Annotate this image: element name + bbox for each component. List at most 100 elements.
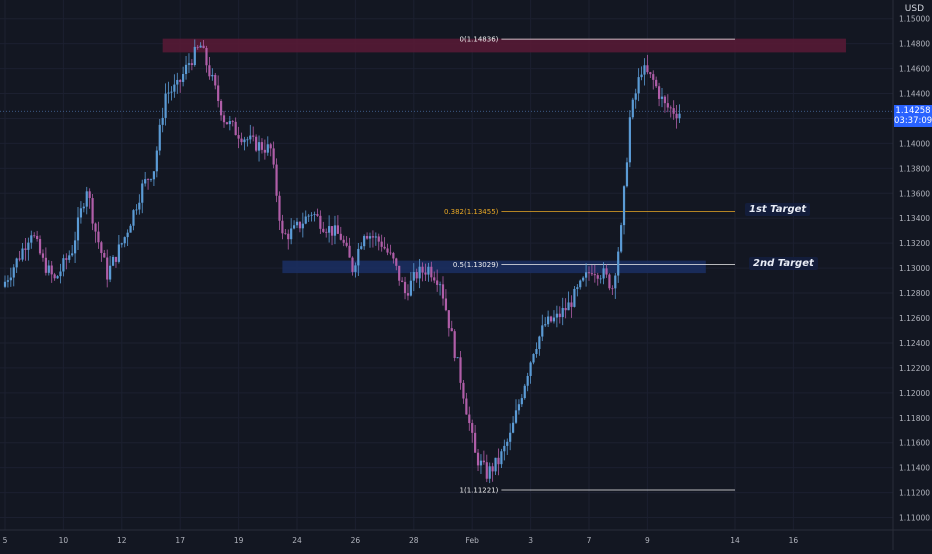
currency-label[interactable]: USD — [904, 4, 924, 14]
candle-body — [152, 171, 156, 180]
candles — [3, 39, 681, 484]
candle-body — [219, 101, 223, 116]
candle-body — [348, 245, 351, 258]
candle-body — [41, 253, 45, 258]
candle-body — [441, 284, 445, 299]
y-tick-label: 1.14000 — [899, 139, 930, 148]
candle-body — [447, 310, 450, 329]
candle-body — [21, 248, 24, 260]
candle-body — [576, 287, 579, 289]
candle-body — [237, 135, 240, 139]
current-price-value: 1.14258 — [895, 106, 931, 117]
candle-body — [409, 280, 412, 296]
candle-body — [342, 239, 345, 243]
candle-body — [541, 325, 544, 337]
candle-body — [79, 208, 83, 218]
first-target-label[interactable]: 1st Target — [745, 203, 811, 217]
candle-body — [12, 267, 15, 278]
candle-body — [59, 271, 62, 277]
x-tick-label: 24 — [292, 536, 302, 545]
fib-level-label: 0.5(1.13029) — [453, 261, 499, 269]
candle-body — [205, 47, 208, 66]
candle-body — [412, 272, 415, 281]
x-tick-label: 19 — [234, 536, 244, 545]
candle-body — [263, 149, 266, 153]
y-tick-label: 1.14800 — [899, 40, 930, 49]
candle-body — [573, 288, 576, 307]
candle-body — [462, 382, 465, 399]
candle-body — [47, 265, 50, 273]
candle-body — [628, 117, 631, 163]
x-tick-label: 12 — [117, 536, 127, 545]
candle-body — [284, 233, 287, 235]
x-tick-label: Feb — [466, 536, 480, 545]
second-target-label[interactable]: 2nd Target — [749, 256, 818, 270]
candle-body — [544, 324, 547, 326]
candle-body — [345, 242, 348, 246]
candle-body — [15, 258, 18, 268]
candle-body — [675, 113, 678, 119]
candle-body — [506, 441, 509, 446]
candle-body — [53, 274, 56, 279]
candle-body — [225, 122, 229, 125]
candle-body — [471, 423, 474, 433]
candle-body — [62, 258, 65, 272]
candle-body — [614, 275, 617, 289]
candle-body — [453, 331, 456, 358]
candle-body — [605, 268, 608, 275]
candle-body — [523, 385, 526, 399]
candle-body — [398, 265, 401, 281]
candle-body — [76, 217, 80, 241]
candle-body — [620, 225, 623, 252]
candle-body — [640, 74, 643, 78]
y-tick-label: 1.13200 — [899, 239, 930, 248]
candle-body — [637, 77, 640, 94]
candle-body — [146, 179, 150, 180]
y-tick-label: 1.12600 — [899, 314, 930, 323]
candle-body — [488, 466, 491, 479]
candle-body — [485, 462, 488, 479]
candle-body — [149, 179, 153, 181]
candle-body — [602, 268, 605, 279]
candle-body — [383, 246, 386, 249]
current-price-tag: 1.14258 03:37:09 — [894, 105, 932, 128]
fib-level-label: 0.382(1.13455) — [444, 208, 499, 216]
candle-body — [88, 191, 91, 199]
candle-body — [144, 179, 147, 184]
candle-body — [158, 124, 161, 151]
candle-body — [196, 46, 199, 48]
candle-body — [371, 236, 375, 238]
candle-body — [643, 65, 646, 75]
candle-body — [646, 65, 649, 73]
candle-body — [211, 74, 214, 77]
candle-body — [333, 225, 337, 236]
candle-body — [596, 275, 599, 279]
candle-body — [497, 457, 500, 465]
candle-body — [617, 251, 620, 276]
candle-body — [155, 150, 158, 172]
candle-body — [56, 276, 59, 279]
candle-body — [97, 231, 100, 243]
grid — [0, 0, 893, 530]
candle-body — [479, 460, 483, 466]
candle-body — [117, 244, 120, 262]
candle-body — [36, 235, 39, 240]
candle-body — [564, 307, 567, 311]
candle-body — [184, 64, 188, 75]
candle-body — [249, 135, 252, 140]
candle-body — [182, 74, 185, 82]
y-tick-label: 1.11400 — [899, 464, 930, 473]
candle-body — [292, 225, 296, 229]
candle-body — [526, 375, 529, 386]
candle-body — [255, 136, 258, 151]
candle-body — [552, 317, 556, 322]
candle-body — [295, 221, 299, 226]
y-tick-label: 1.11000 — [899, 514, 930, 523]
candle-body — [474, 432, 477, 453]
candle-body — [6, 280, 10, 282]
fib-retracement[interactable]: 0(1.14836) 0.382(1.13455) 0.5(1.13029) 1(1.… — [444, 36, 735, 495]
candle-body — [208, 65, 211, 77]
y-tick-label: 1.14600 — [899, 65, 930, 74]
candle-body — [395, 258, 398, 266]
